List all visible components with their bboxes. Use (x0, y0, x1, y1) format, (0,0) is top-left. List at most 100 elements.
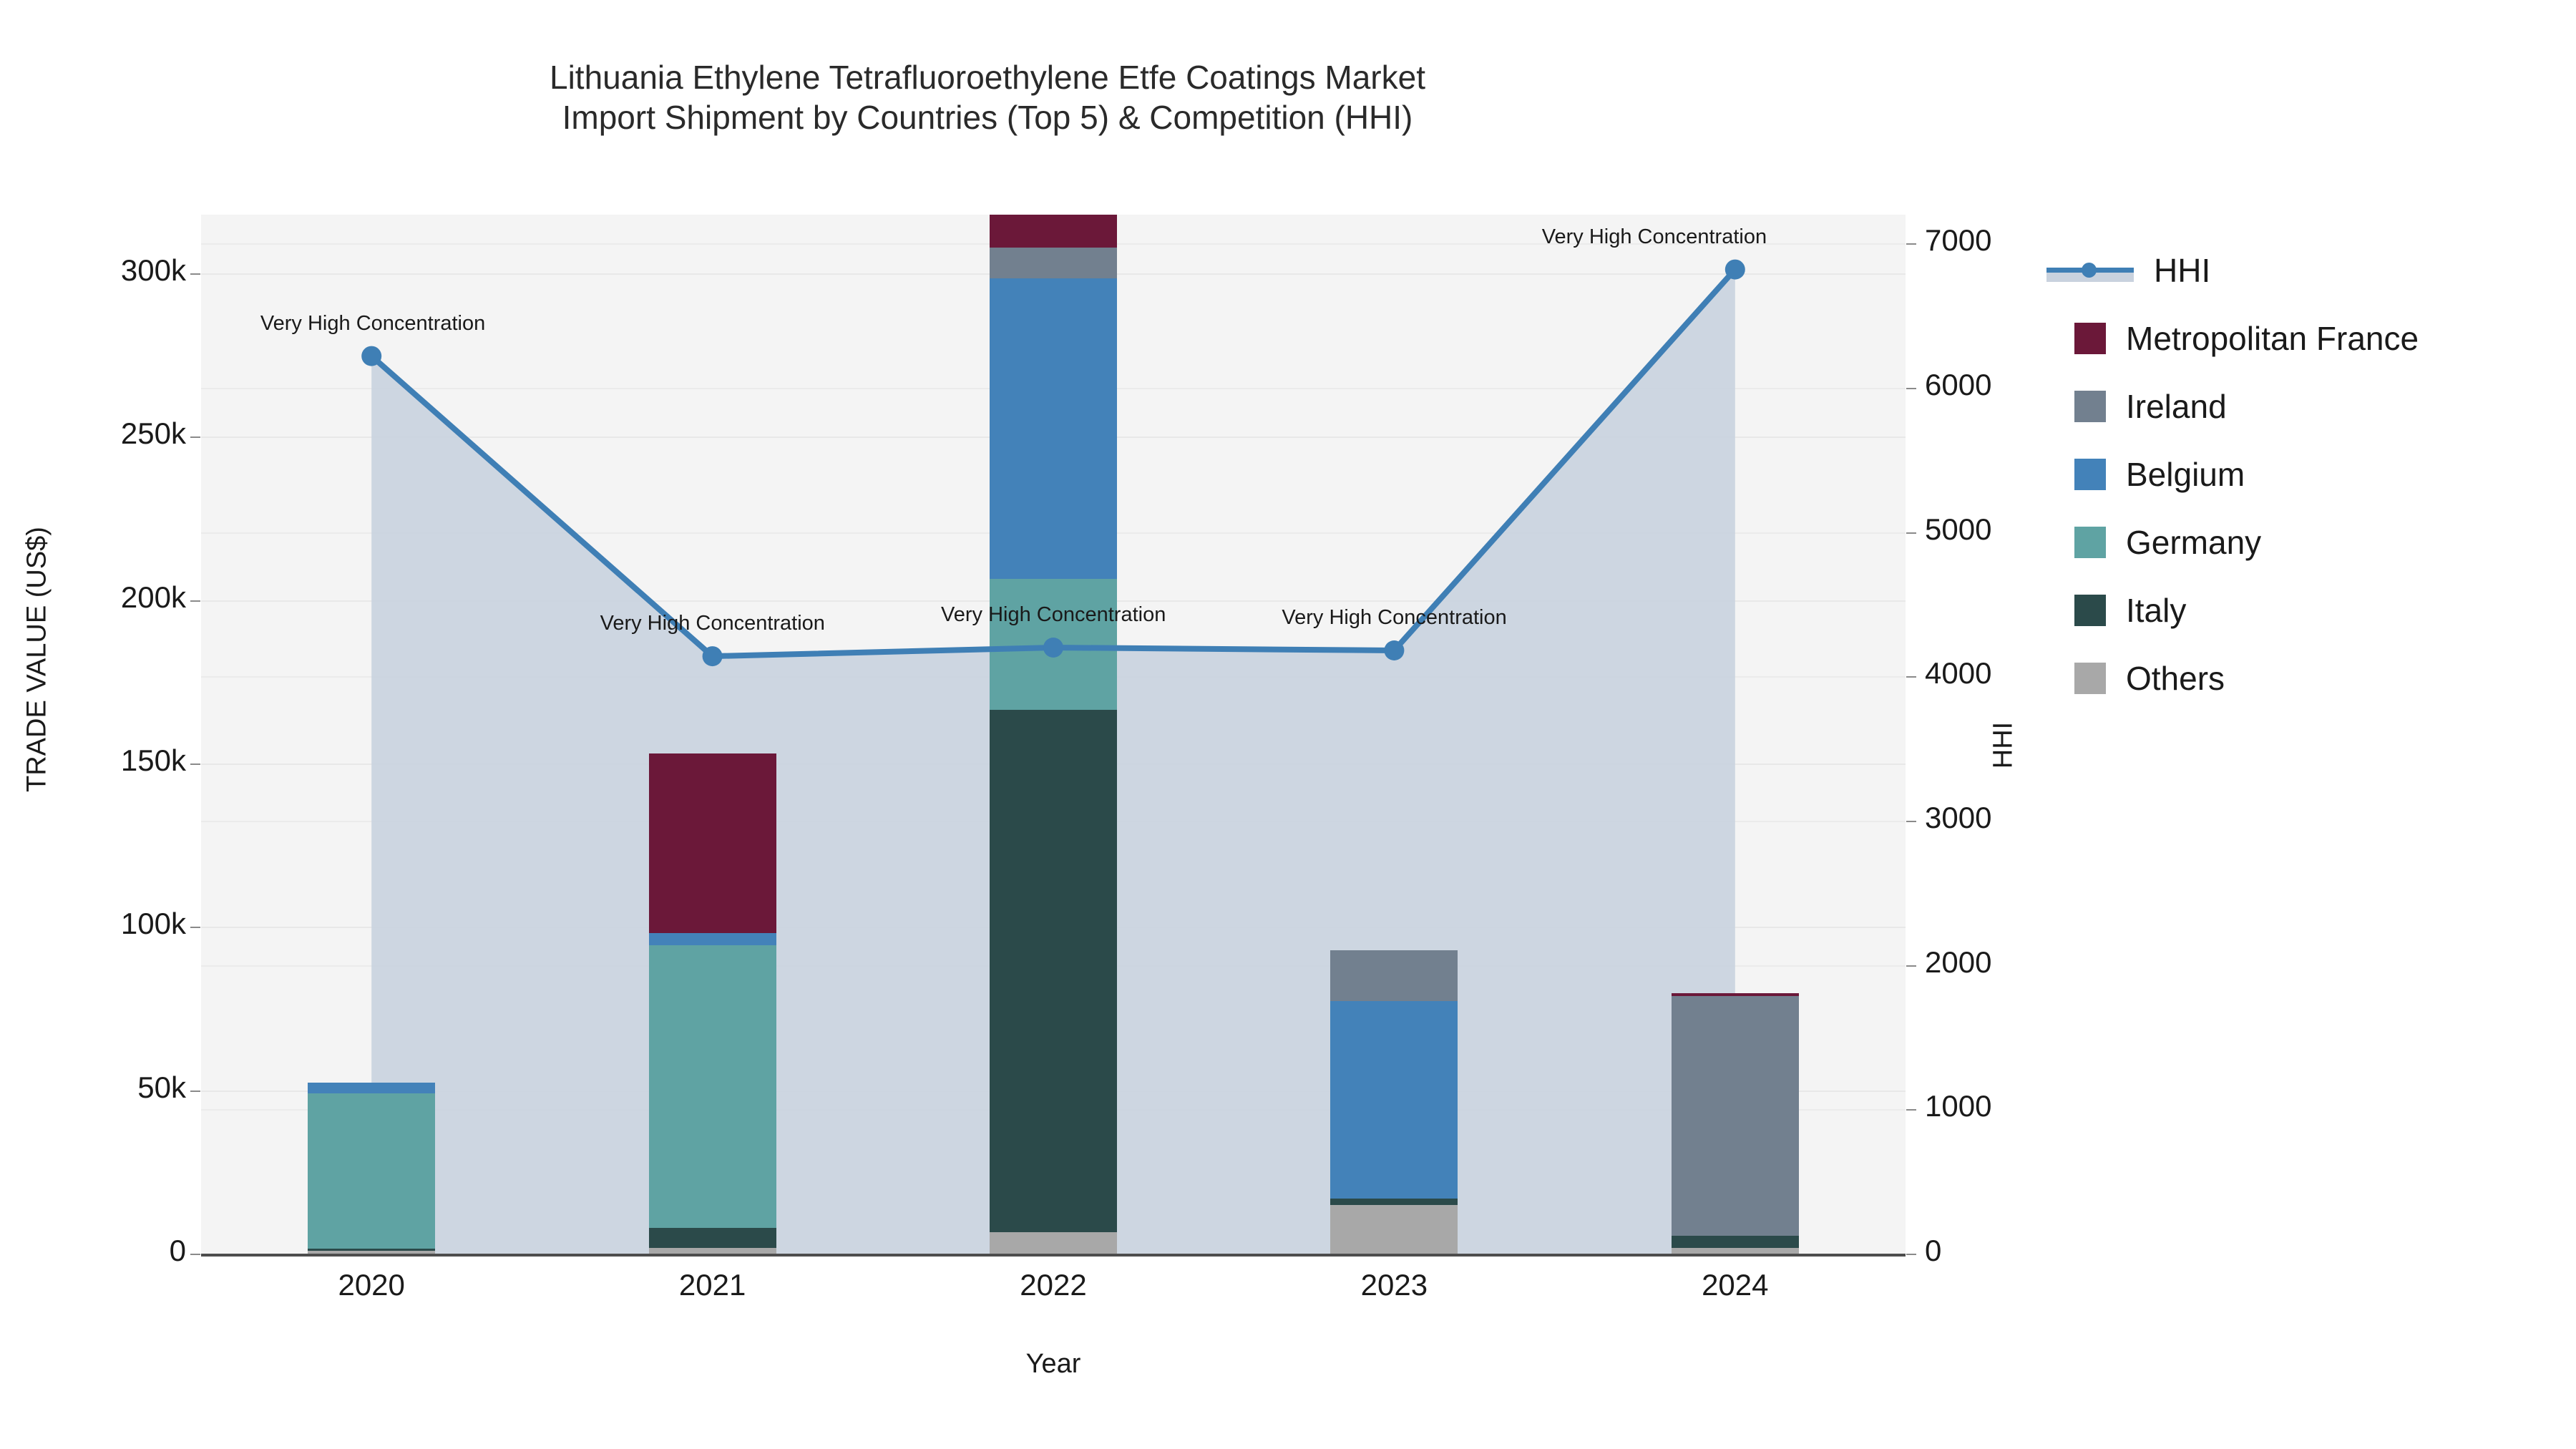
hhi-marker-2020[interactable] (361, 346, 382, 366)
x-tick-2020: 2020 (338, 1268, 405, 1302)
chart-title-line-2: Import Shipment by Countries (Top 5) & C… (562, 99, 1413, 137)
hhi-line-layer (361, 259, 1745, 667)
bar-segment-italy[interactable] (990, 709, 1117, 1233)
y-tickmark-right (1906, 1109, 1916, 1111)
y-tickmark-right (1906, 821, 1916, 822)
hhi-marker-2022[interactable] (1043, 638, 1063, 658)
bar-group-2020[interactable] (308, 215, 436, 1254)
y-tick-left-300k: 300k (120, 253, 186, 288)
x-tick-2021: 2021 (678, 1268, 746, 1302)
legend-label: Metropolitan France (2126, 319, 2419, 357)
y-tickmark-right (1906, 965, 1916, 967)
legend-swatch-icon (2074, 526, 2106, 558)
hhi-annotation-2020: Very High Concentration (260, 311, 486, 335)
y-tick-right-6000: 6000 (1925, 368, 1992, 401)
bar-segment-belgium[interactable] (1330, 1001, 1458, 1199)
hhi-annotation-2022: Very High Concentration (941, 603, 1166, 626)
chart-title: Lithuania Ethylene Tetrafluoroethylene E… (0, 57, 1975, 137)
bar-segment-metropolitan-france[interactable] (1671, 993, 1799, 996)
bar-segment-italy[interactable] (648, 1228, 776, 1248)
y-tick-right-0: 0 (1925, 1234, 1942, 1267)
bar-segment-others[interactable] (308, 1251, 436, 1254)
hhi-marker-2021[interactable] (702, 646, 723, 667)
x-tick-2024: 2024 (1702, 1268, 1769, 1302)
legend-item-germany[interactable]: Germany (2046, 508, 2547, 576)
y-tickmark-left (190, 273, 200, 275)
bar-group-2023[interactable] (1330, 215, 1458, 1254)
bar-group-2022[interactable] (990, 215, 1117, 1254)
bar-segment-others[interactable] (648, 1247, 776, 1254)
legend-item-others[interactable]: Others (2046, 644, 2547, 712)
bar-segment-ireland[interactable] (1330, 950, 1458, 1002)
y-tickmark-left (190, 763, 200, 766)
y-tick-right-4000: 4000 (1925, 656, 1992, 691)
bar-segment-italy[interactable] (1330, 1199, 1458, 1205)
legend-item-ireland[interactable]: Ireland (2046, 372, 2547, 440)
legend-item-metropolitan-france[interactable]: Metropolitan France (2046, 304, 2547, 372)
legend-label: Italy (2126, 591, 2187, 629)
bar-segment-others[interactable] (1330, 1204, 1458, 1254)
bar-segment-italy[interactable] (1671, 1236, 1799, 1248)
legend-swatch-icon (2074, 458, 2106, 490)
y-tickmark-left (190, 436, 200, 439)
bar-segment-others[interactable] (990, 1232, 1117, 1254)
y-tick-right-3000: 3000 (1925, 801, 1992, 834)
bar-segment-others[interactable] (1671, 1247, 1799, 1254)
legend-swatch-icon (2074, 390, 2106, 422)
bar-segment-metropolitan-france[interactable] (990, 215, 1117, 248)
chart-legend: HHI Metropolitan France Ireland Belgium Germ… (2046, 236, 2547, 712)
y-axis-left-label: TRADE VALUE (US$) (21, 527, 52, 792)
x-axis-label: Year (1025, 1349, 1081, 1379)
y-tickmark-right (1906, 243, 1916, 245)
y-tick-left-250k: 250k (120, 416, 186, 451)
bar-segment-ireland[interactable] (990, 247, 1117, 279)
hhi-annotation-2021: Very High Concentration (600, 612, 825, 635)
y-tickmark-left (190, 1254, 200, 1255)
y-tickmark-right (1906, 532, 1916, 534)
legend-label: Germany (2126, 523, 2262, 561)
y-tick-left-0: 0 (169, 1234, 186, 1267)
bar-segment-italy[interactable] (308, 1248, 436, 1252)
y-tick-right-7000: 7000 (1925, 223, 1992, 258)
legend-item-hhi[interactable]: HHI (2046, 236, 2547, 304)
y-tickmark-left (190, 927, 200, 929)
y-tick-right-2000: 2000 (1925, 945, 1992, 979)
bar-group-2024[interactable] (1671, 215, 1799, 1254)
hhi-marker-2024[interactable] (1724, 259, 1745, 280)
legend-swatch-icon (2074, 594, 2106, 626)
y-tick-left-100k: 100k (120, 907, 186, 941)
y-tick-left-200k: 200k (120, 580, 186, 614)
y-axis-right-label: HHI (1988, 721, 2019, 769)
bar-segment-metropolitan-france[interactable] (648, 753, 776, 934)
x-axis-line (201, 1254, 1906, 1257)
chart-title-line-1: Lithuania Ethylene Tetrafluoroethylene E… (549, 59, 1425, 96)
y-tick-right-5000: 5000 (1925, 512, 1992, 546)
bar-segment-germany[interactable] (648, 945, 776, 1229)
bar-segment-belgium[interactable] (648, 933, 776, 946)
legend-swatch-icon (2074, 662, 2106, 694)
legend-label: HHI (2154, 251, 2211, 289)
bar-segment-belgium[interactable] (308, 1083, 436, 1093)
x-tick-2023: 2023 (1360, 1268, 1428, 1302)
legend-item-italy[interactable]: Italy (2046, 576, 2547, 644)
y-tick-right-1000: 1000 (1925, 1089, 1992, 1123)
hhi-annotation-2024: Very High Concentration (1541, 225, 1767, 248)
y-tickmark-right (1906, 388, 1916, 389)
hhi-marker-2023[interactable] (1384, 640, 1405, 660)
y-tick-left-150k: 150k (120, 743, 186, 778)
legend-label: Ireland (2126, 387, 2227, 425)
bar-group-2021[interactable] (648, 215, 776, 1254)
y-tickmark-left (190, 600, 200, 602)
y-tickmark-left (190, 1090, 200, 1092)
hhi-annotation-2023: Very High Concentration (1282, 606, 1507, 630)
legend-line-icon (2046, 255, 2134, 286)
bar-segment-ireland[interactable] (1671, 995, 1799, 1236)
bar-segment-belgium[interactable] (990, 278, 1117, 580)
legend-label: Belgium (2126, 455, 2245, 493)
y-tickmark-right (1906, 676, 1916, 678)
legend-item-belgium[interactable]: Belgium (2046, 440, 2547, 508)
x-tick-2022: 2022 (1020, 1268, 1087, 1302)
bar-segment-germany[interactable] (308, 1093, 436, 1249)
legend-label: Others (2126, 659, 2225, 697)
